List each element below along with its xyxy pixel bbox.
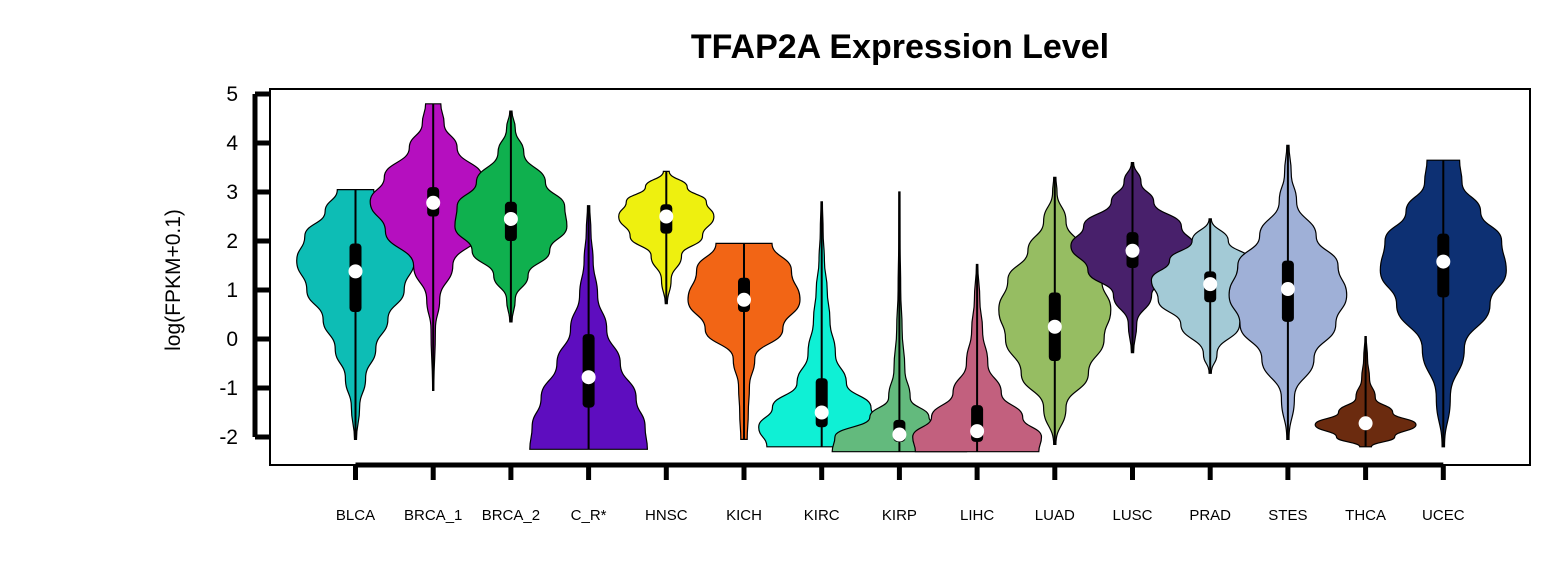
x-tick-label-lusc: LUSC [1112, 507, 1152, 524]
violin-thca [1314, 336, 1417, 448]
violin-luad [998, 176, 1112, 445]
x-tick-label-luad: LUAD [1035, 507, 1075, 524]
x-tick-label-blca: BLCA [336, 507, 375, 524]
violin-kirp [831, 191, 968, 453]
violin-median-point [426, 195, 441, 210]
violin-median-point [348, 264, 363, 279]
violin-median-point [659, 209, 674, 224]
x-tick-label-prad: PRAD [1189, 507, 1231, 524]
x-tick-label-thca: THCA [1345, 507, 1386, 524]
violin-stes [1228, 144, 1348, 440]
x-tick-label-stes: STES [1268, 507, 1307, 524]
violin-median-point [1280, 282, 1295, 297]
y-tick-label: 5 [226, 83, 238, 106]
violin-ucec [1379, 159, 1507, 448]
violins [296, 103, 1507, 453]
violin-median-point [970, 424, 985, 439]
x-tick-label-brca-1: BRCA_1 [404, 507, 462, 524]
x-tick-label-c-r-: C_R* [571, 507, 607, 524]
violin-kirc [758, 201, 886, 448]
violin-blca [296, 189, 415, 440]
violin-brca-1 [369, 103, 497, 391]
violin-iqr-box [815, 378, 828, 428]
x-tick-label-lihc: LIHC [960, 507, 994, 524]
y-axis-label: log(FPKM+0.1) [162, 209, 185, 351]
y-tick-label: 2 [226, 230, 238, 253]
violin-median-point [581, 370, 596, 385]
y-axis: -2 -1 0 1 2 3 4 5 [219, 83, 270, 449]
y-tick-label: 4 [226, 132, 238, 155]
violin-median-point [1125, 243, 1140, 258]
violin-brca-2 [454, 110, 568, 323]
violin-median-point [1358, 416, 1373, 431]
x-tick-label-kirc: KIRC [804, 507, 840, 524]
violin-median-point [1203, 277, 1218, 292]
violin-median-point [737, 292, 751, 307]
y-tick-label: 0 [226, 328, 238, 351]
y-tick-label: 1 [226, 279, 238, 302]
x-tick-label-brca-2: BRCA_2 [482, 507, 540, 524]
violin-median-point [892, 427, 907, 442]
violin-median-point [503, 211, 518, 226]
x-tick-label-kich: KICH [726, 507, 762, 524]
x-tick-label-ucec: UCEC [1422, 507, 1465, 524]
violin-median-point [814, 405, 829, 420]
violin-kich [687, 242, 801, 440]
x-tick-label-kirp: KIRP [882, 507, 917, 524]
chart-title: TFAP2A Expression Level [691, 28, 1109, 66]
y-tick-label: -2 [219, 426, 238, 449]
violin-lihc [912, 263, 1043, 453]
y-tick-label: 3 [226, 181, 238, 204]
violin-hnsc [618, 170, 715, 305]
violin-median-point [1436, 254, 1451, 269]
y-tick-label: -1 [219, 377, 238, 400]
violin-c-r- [529, 205, 649, 450]
x-tick-label-hnsc: HNSC [645, 507, 688, 524]
x-axis: BLCA BRCA_1 BRCA_2 C_R* HNSC KICH KIRC KIRP LIHC… [336, 462, 1465, 524]
violin-median-point [1047, 319, 1062, 334]
